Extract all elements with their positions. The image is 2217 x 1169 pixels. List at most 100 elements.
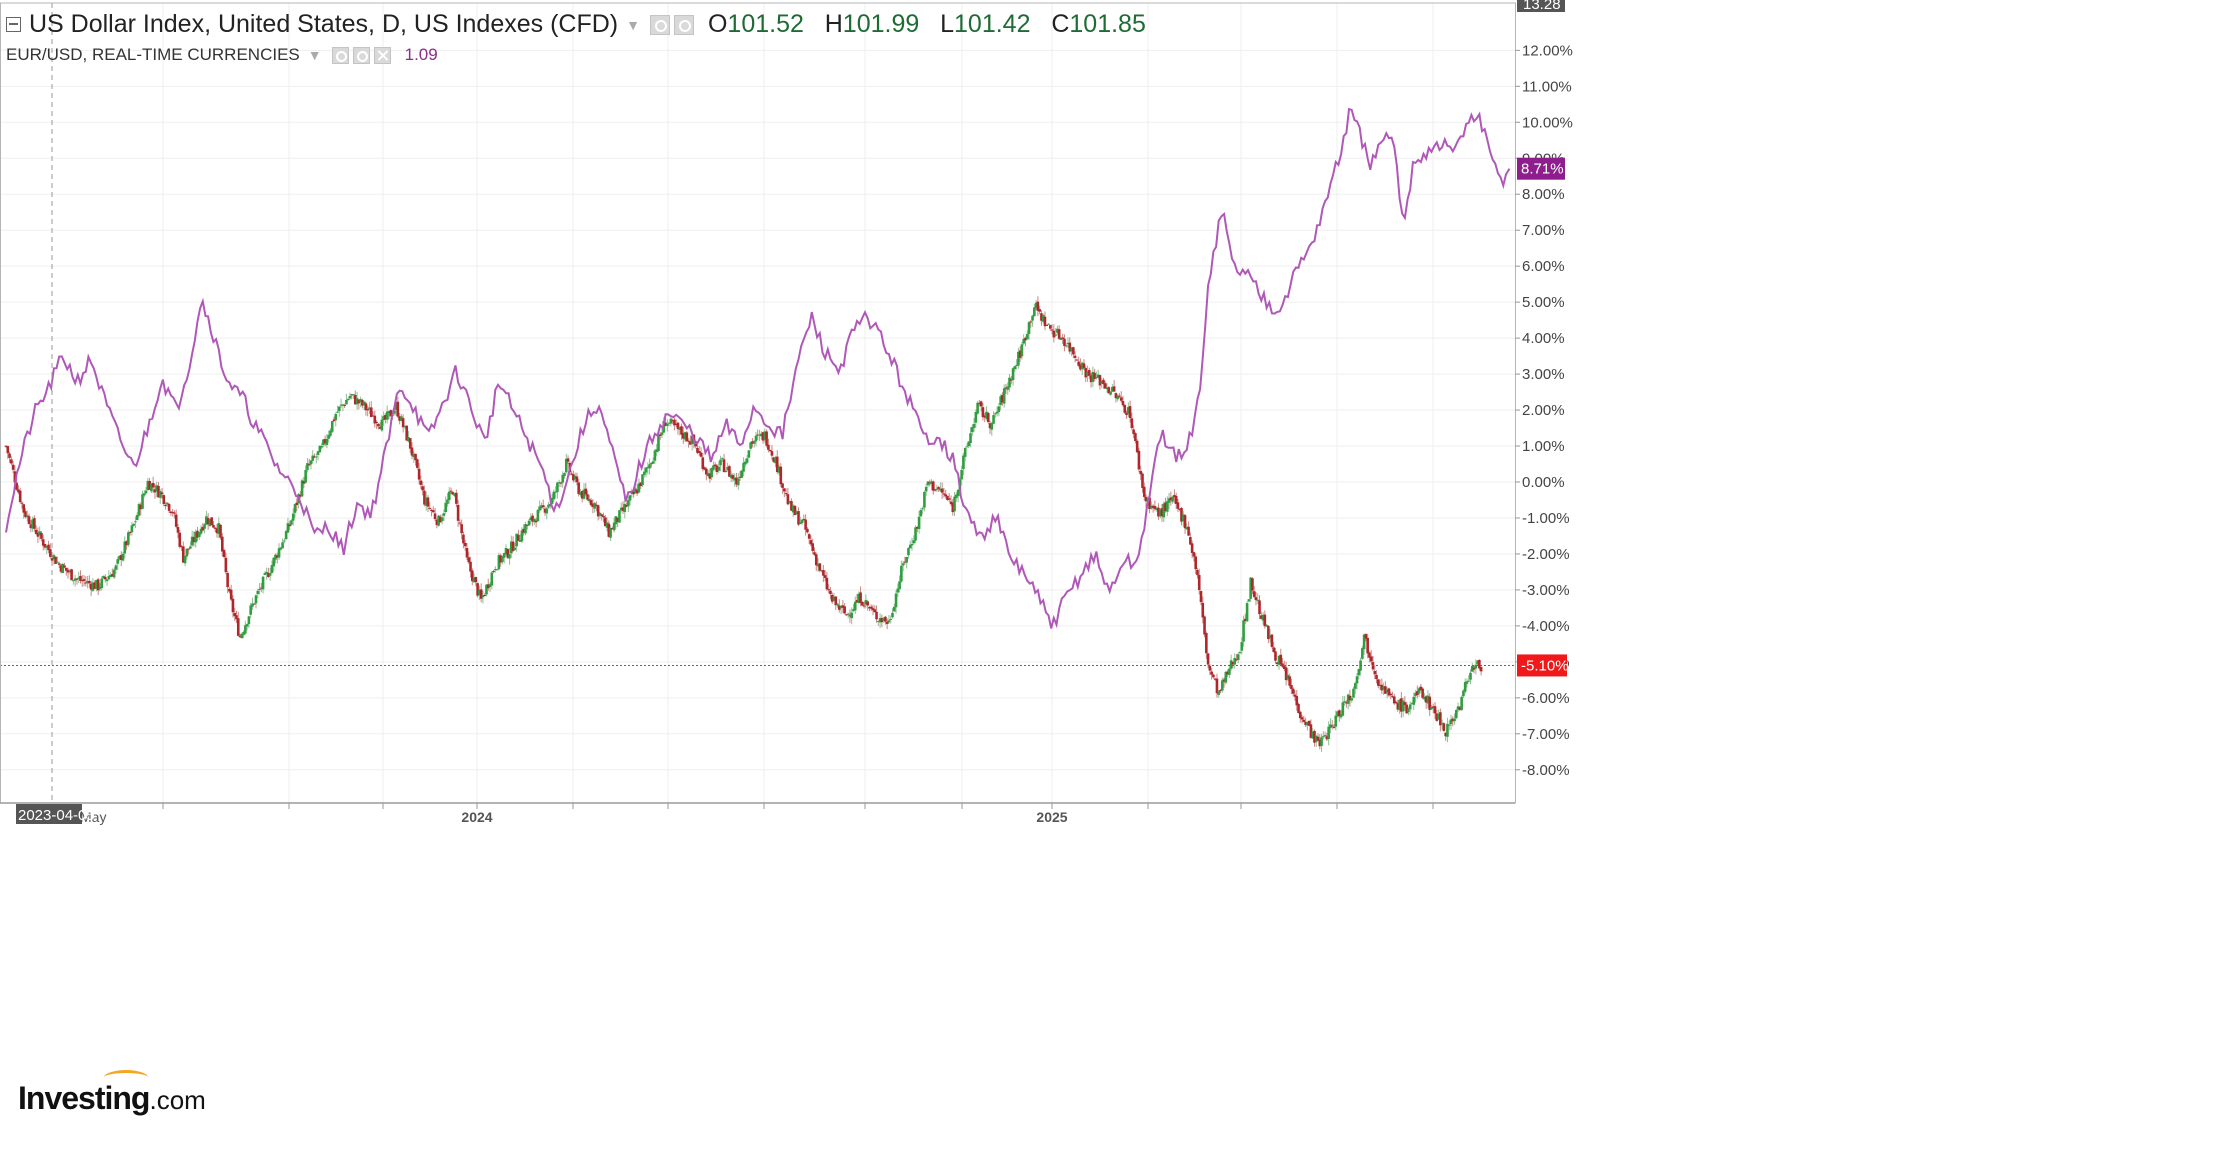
candle — [511, 536, 515, 553]
y-tick-label: 4.00% — [1522, 330, 1565, 347]
candle — [829, 587, 832, 600]
candle — [497, 552, 501, 571]
candle — [1401, 697, 1405, 718]
candle — [979, 400, 983, 412]
settings-gear-icon[interactable] — [649, 14, 670, 35]
collapse-icon[interactable] — [6, 17, 21, 32]
candle — [673, 417, 676, 431]
candle — [263, 571, 267, 576]
candle — [1245, 601, 1249, 623]
candle — [474, 576, 478, 587]
candle — [1462, 689, 1465, 698]
candle — [1100, 378, 1104, 389]
candle — [416, 458, 419, 470]
candle — [738, 471, 742, 481]
candle — [1013, 365, 1017, 373]
candle — [869, 604, 873, 611]
candle — [125, 540, 128, 550]
candle — [1091, 366, 1095, 387]
candle — [45, 545, 49, 555]
candle — [997, 403, 1001, 417]
candle — [931, 480, 935, 495]
candle — [758, 429, 761, 441]
candle — [1123, 404, 1127, 415]
candle — [322, 438, 325, 448]
candle — [1033, 304, 1036, 317]
secondary-dropdown-caret-icon[interactable]: ▼ — [307, 47, 322, 63]
candle — [171, 508, 174, 517]
candle — [431, 506, 435, 513]
secondary-settings-gear-icon[interactable] — [331, 46, 349, 64]
candle — [696, 443, 699, 455]
candle — [846, 612, 850, 619]
candle — [1038, 305, 1041, 315]
candle — [992, 411, 995, 425]
candle — [485, 584, 488, 597]
candle — [1345, 700, 1348, 708]
candle — [455, 489, 458, 508]
candle — [162, 494, 166, 507]
candle — [1440, 719, 1444, 730]
candle — [353, 390, 357, 406]
candle — [384, 413, 387, 424]
candle — [369, 401, 373, 418]
candle — [1027, 321, 1031, 340]
secondary-symbol-title[interactable]: EUR/USD, REAL-TIME CURRENCIES — [6, 45, 300, 64]
candle — [1337, 709, 1341, 722]
candle — [877, 620, 880, 626]
candle — [339, 398, 343, 408]
candle — [1132, 424, 1135, 439]
candle — [307, 458, 311, 467]
candle — [1442, 722, 1446, 732]
candle — [533, 518, 536, 525]
candle — [953, 491, 956, 517]
dropdown-caret-icon[interactable]: ▼ — [626, 16, 640, 33]
candle — [1222, 677, 1226, 688]
candle — [1470, 662, 1474, 672]
candle — [1070, 346, 1073, 357]
secondary-close-icon[interactable] — [373, 46, 391, 64]
candle — [579, 489, 582, 497]
candle — [756, 429, 760, 440]
candle — [1011, 367, 1015, 386]
candle — [439, 514, 442, 523]
main-symbol-title[interactable]: US Dollar Index, United States, D, US In… — [29, 10, 619, 38]
candle — [1479, 666, 1483, 676]
candle — [1341, 695, 1345, 717]
time-axis[interactable]: May 2024 2025 — [80, 803, 1434, 825]
candle — [98, 583, 102, 592]
candle — [1231, 661, 1235, 669]
candle — [605, 517, 609, 532]
candle — [602, 512, 605, 523]
candle — [1194, 553, 1197, 575]
candle — [986, 411, 990, 424]
candle — [889, 615, 893, 624]
candle — [407, 430, 410, 443]
candle — [754, 432, 758, 447]
candle — [510, 535, 513, 558]
candle — [990, 421, 994, 436]
candle — [517, 529, 520, 542]
candle — [105, 579, 109, 586]
candle — [1121, 395, 1125, 407]
candle — [1252, 585, 1256, 599]
secondary-visibility-icon[interactable] — [352, 46, 370, 64]
visibility-toggle-icon[interactable] — [673, 14, 694, 35]
candle — [994, 412, 997, 419]
candle — [841, 599, 845, 614]
candle — [54, 556, 57, 565]
candle — [1244, 613, 1247, 624]
candle — [385, 405, 389, 424]
candle — [1392, 693, 1396, 706]
candle — [522, 524, 526, 536]
candle — [520, 527, 524, 544]
candle — [338, 406, 341, 417]
candle — [908, 540, 912, 549]
candle — [728, 464, 731, 477]
candle — [1421, 687, 1424, 700]
candle — [1125, 410, 1128, 419]
candle — [783, 487, 786, 498]
candle — [1290, 678, 1293, 695]
candle — [969, 427, 972, 448]
